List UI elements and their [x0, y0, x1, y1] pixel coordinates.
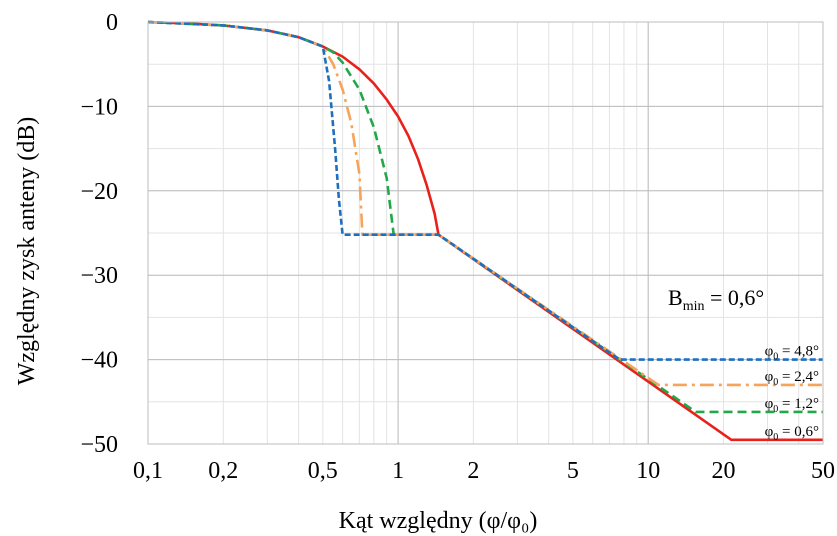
x-tick-label: 5 [567, 458, 579, 484]
y-tick-label: −50 [80, 432, 118, 458]
x-tick-label: 0,1 [133, 458, 163, 484]
x-tick-labels: 0,1 0,2 0,5 1 2 5 10 20 50 [133, 458, 835, 484]
series-line-0 [147, 20, 823, 442]
minor-grid [147, 21, 824, 445]
x-tick-label: 2 [467, 458, 479, 484]
series-line-3 [147, 20, 823, 361]
y-tick-label: −10 [80, 94, 118, 120]
series-label-1: φ0 = 1,2° [765, 396, 819, 415]
y-tick-label: 0 [106, 10, 118, 36]
x-tick-label: 1 [392, 458, 404, 484]
series-label-0: φ0 = 0,6° [765, 424, 819, 443]
y-axis-label: Względny zysk anteny (dB) [14, 117, 40, 386]
series-labels: φ0 = 0,6° φ0 = 1,2° φ0 = 2,4° φ0 = 4,8° [765, 344, 819, 443]
bmin-annotation: Bmin = 0,6° [668, 285, 764, 314]
x-tick-label: 0,2 [208, 458, 238, 484]
x-tick-label: 50 [811, 458, 835, 484]
x-tick-label: 0,5 [308, 458, 338, 484]
series-label-3: φ0 = 4,8° [765, 344, 819, 363]
series-label-2: φ0 = 2,4° [765, 369, 819, 388]
y-tick-labels: 0 −10 −20 −30 −40 −50 [80, 10, 118, 458]
y-tick-label: −30 [80, 263, 118, 289]
plot-frame [147, 21, 824, 445]
y-tick-label: −20 [80, 179, 118, 205]
series-line-2 [147, 20, 823, 387]
x-axis-label: Kąt względny (φ/φ₀) [339, 508, 538, 534]
series-line-1 [147, 20, 823, 414]
x-tick-label: 20 [711, 458, 735, 484]
x-tick-label: 10 [636, 458, 660, 484]
y-tick-label: −40 [80, 348, 118, 374]
series-layer [147, 20, 823, 442]
